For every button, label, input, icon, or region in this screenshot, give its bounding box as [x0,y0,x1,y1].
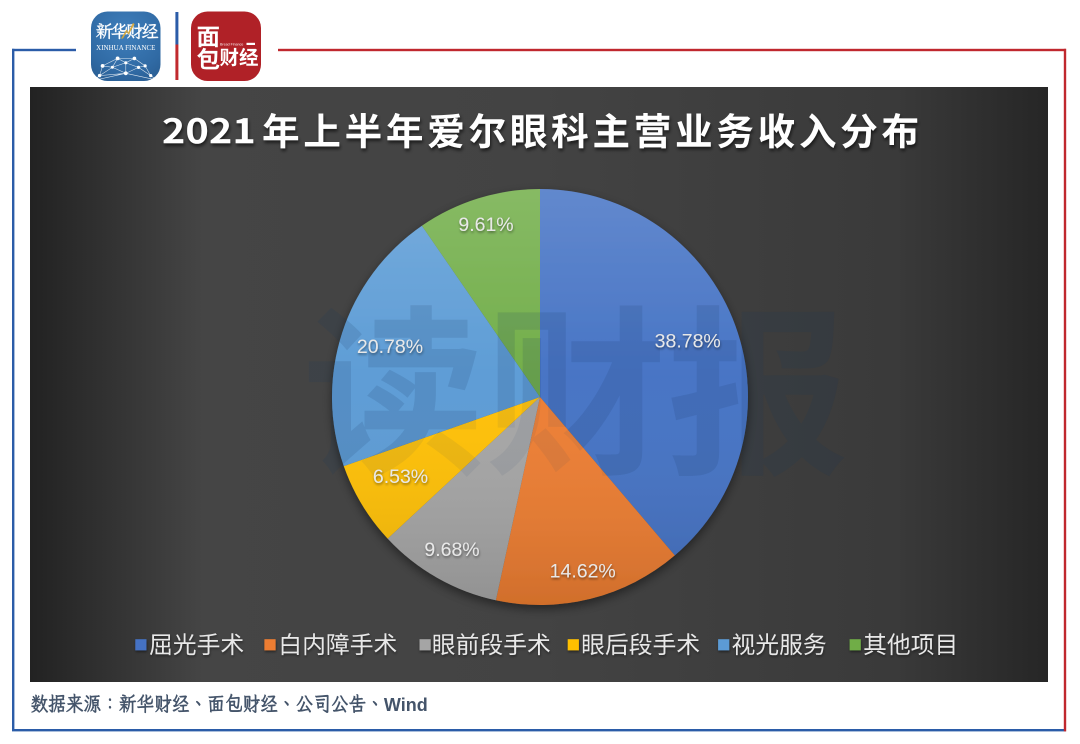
svg-text:38.78%: 38.78% [655,331,721,353]
svg-text:6.53%: 6.53% [373,466,428,488]
svg-text:9.68%: 9.68% [424,539,479,561]
svg-text:Wind: Wind [384,695,428,715]
svg-text:Bread Finance: Bread Finance [220,42,243,46]
svg-text:14.62%: 14.62% [550,560,616,582]
svg-text:XINHUA FINANCE: XINHUA FINANCE [96,44,155,52]
svg-text:9.61%: 9.61% [458,214,513,236]
svg-text:20.78%: 20.78% [357,336,423,358]
